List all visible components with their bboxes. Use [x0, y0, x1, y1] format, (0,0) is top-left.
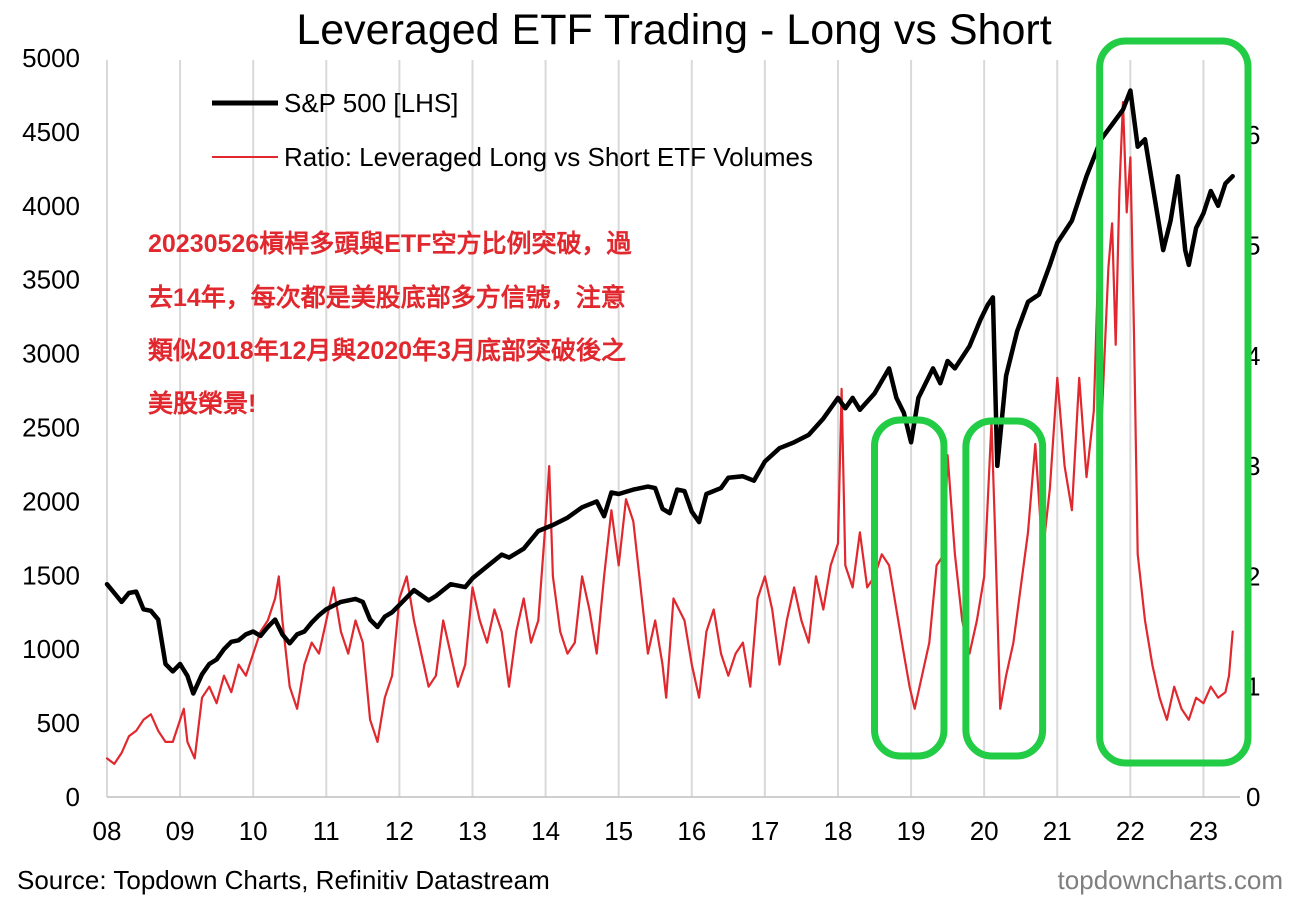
series-line-sp500 [104, 88, 1235, 696]
x-tick-label: 11 [313, 816, 340, 846]
legend-label-sp500: S&P 500 [LHS] [284, 88, 458, 118]
y-left-tick-label: 500 [37, 708, 80, 738]
x-tick-label: 12 [385, 816, 414, 846]
y-left-tick-label: 1000 [22, 634, 80, 664]
x-tick-label: 10 [239, 816, 268, 846]
y-right-tick-label: 0 [1246, 782, 1260, 812]
y-left-tick-label: 0 [66, 782, 80, 812]
y-left-tick-label: 2500 [22, 413, 80, 443]
y-left-tick-label: 1500 [22, 560, 80, 590]
x-tick-label: 13 [458, 816, 487, 846]
highlight-box [1096, 37, 1252, 767]
y-left-tick-label: 2000 [22, 486, 80, 516]
y-left-tick-label: 5000 [22, 43, 80, 73]
y-left-tick-label: 4500 [22, 117, 80, 147]
x-axis-tick-labels: 08 09 10 11 12 13 14 15 16 17 18 19 20 21 22 23 [93, 816, 1218, 846]
annotation-line-3: 類似2018年12月與2020年3月底部突破後之 [148, 336, 626, 365]
x-tick-label: 16 [677, 816, 706, 846]
highlight-box-layer [871, 37, 1252, 767]
y-left-tick-label: 3000 [22, 339, 80, 369]
x-tick-label: 21 [1043, 816, 1072, 846]
x-tick-label: 17 [750, 816, 779, 846]
y-left-tick-label: 4000 [22, 191, 80, 221]
vertical-gridlines [106, 60, 1205, 797]
annotation-line-2: 去14年，每次都是美股底部多方信號，注意 [148, 283, 626, 312]
legend-label-ratio: Ratio: Leveraged Long vs Short ETF Volum… [284, 142, 813, 172]
x-tick-label: 08 [93, 816, 122, 846]
x-tick-label: 20 [970, 816, 999, 846]
highlight-box [871, 416, 948, 760]
series-layer [104, 88, 1235, 765]
left-y-axis-tick-labels: 0 500 1000 1500 2000 2500 3000 3500 4000 4500 5000 [22, 43, 80, 812]
annotation-text: 20230526槓桿多頭與ETF空方比例突破，過 去14年，每次都是美股底部多方… [148, 229, 632, 418]
x-tick-label: 15 [604, 816, 633, 846]
legend: S&P 500 [LHS] Ratio: Leveraged Long vs S… [212, 88, 813, 172]
annotation-line-4: 美股榮景! [148, 389, 256, 418]
source-note: Source: Topdown Charts, Refinitiv Datast… [17, 865, 550, 895]
chart-title: Leveraged ETF Trading - Long vs Short [296, 6, 1051, 54]
brand-watermark: topdowncharts.com [1058, 865, 1283, 895]
series-line-ratio [105, 101, 1234, 765]
annotation-line-1: 20230526槓桿多頭與ETF空方比例突破，過 [148, 229, 632, 258]
x-tick-label: 14 [531, 816, 560, 846]
x-tick-label: 09 [166, 816, 195, 846]
x-tick-label: 23 [1189, 816, 1218, 846]
x-tick-label: 19 [897, 816, 926, 846]
highlight-box [962, 417, 1047, 760]
y-left-tick-label: 3500 [22, 265, 80, 295]
x-tick-label: 22 [1116, 816, 1145, 846]
x-tick-label: 18 [824, 816, 853, 846]
